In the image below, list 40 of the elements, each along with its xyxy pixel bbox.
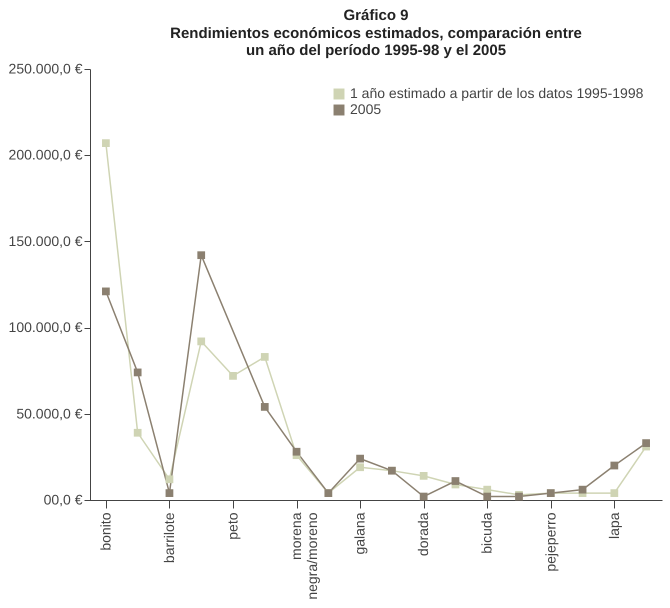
point xyxy=(356,454,364,462)
point xyxy=(197,251,206,260)
point xyxy=(642,439,650,447)
point xyxy=(166,475,174,484)
point xyxy=(102,288,110,296)
x-tick-label: bonito xyxy=(97,512,114,551)
point xyxy=(134,368,142,376)
chart-title: Gráfico 9 xyxy=(343,7,409,24)
legend-label: 1 año estimado a partir de los datos 1995-1998 xyxy=(350,85,644,101)
x-tick-label: bicuda xyxy=(478,512,495,554)
x-tick-label: barrilote xyxy=(160,512,177,564)
point xyxy=(610,462,618,470)
point xyxy=(420,492,428,500)
point xyxy=(483,492,492,500)
x-tick-label: dorada xyxy=(415,512,432,556)
x-tick-label: galana xyxy=(352,512,368,555)
point xyxy=(260,353,269,361)
point xyxy=(134,428,142,437)
y-tick-label: 50.000,0 € xyxy=(16,405,83,422)
point xyxy=(102,139,110,148)
y-tick-label: 00,0 € xyxy=(44,492,83,508)
x-tick-label: lapa xyxy=(606,512,622,539)
point xyxy=(356,463,364,472)
point xyxy=(292,448,300,456)
point xyxy=(166,489,174,497)
point xyxy=(260,403,269,411)
chart-subtitle: Rendimientos económicos estimados, comparación entre un año del período 1995-98 y el 2005 xyxy=(170,25,582,59)
point xyxy=(229,372,237,380)
x-tick-label: pejeperro xyxy=(542,512,558,572)
y-tick-label: 100.000,0 € xyxy=(8,319,83,336)
point xyxy=(420,472,428,480)
y-tick-label: 250.000,0 € xyxy=(8,60,83,76)
y-tick-label: 200.000,0 € xyxy=(8,146,83,163)
point xyxy=(610,489,618,497)
point xyxy=(452,477,460,485)
y-tick-label: 150.000,0 € xyxy=(8,232,83,249)
legend-label: 2005 xyxy=(350,101,382,117)
point xyxy=(197,338,206,346)
x-tick-label: peto xyxy=(224,512,240,540)
point xyxy=(578,486,586,494)
